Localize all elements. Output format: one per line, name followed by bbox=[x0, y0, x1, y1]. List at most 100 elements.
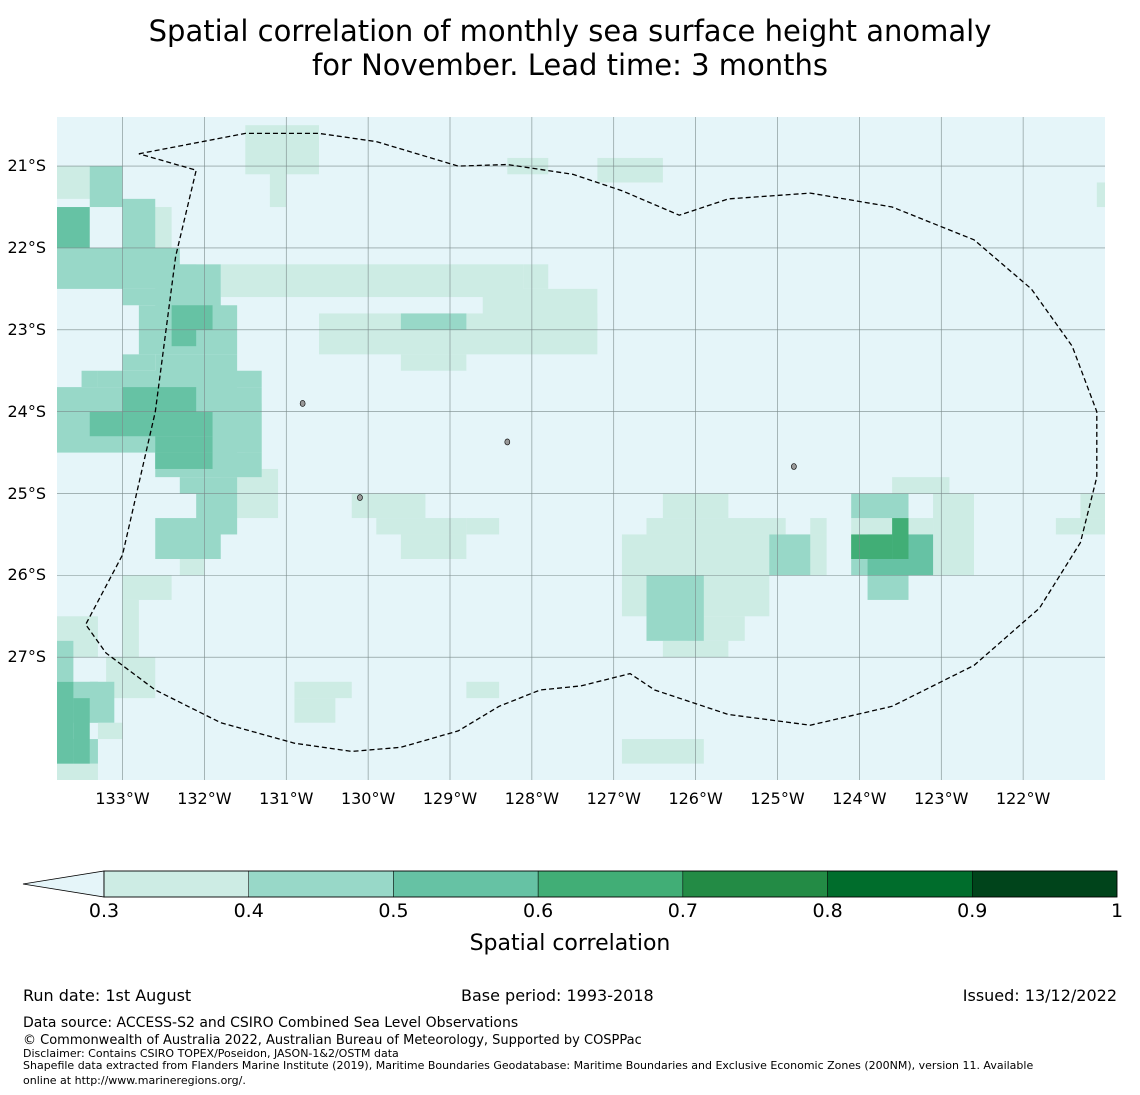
base-period: Base period: 1993-2018 bbox=[461, 986, 654, 1005]
correlation-cell bbox=[769, 534, 811, 576]
shapefile-credit-2: online at http://www.marineregions.org/. bbox=[23, 1074, 246, 1087]
longitude-label: 128°W bbox=[504, 789, 560, 808]
longitude-label: 130°W bbox=[340, 789, 396, 808]
correlation-cell bbox=[523, 264, 549, 289]
run-date: Run date: 1st August bbox=[23, 986, 192, 1005]
colorbar-tick-label: 0.9 bbox=[957, 900, 988, 922]
correlation-cell bbox=[400, 313, 467, 330]
correlation-cell bbox=[400, 354, 467, 371]
correlation-cell bbox=[1080, 493, 1105, 519]
colorbar bbox=[22, 870, 1118, 898]
latitude-label: 26°S bbox=[7, 565, 46, 585]
correlation-cell bbox=[155, 452, 213, 469]
correlation-cell bbox=[57, 640, 74, 682]
correlation-cell bbox=[1096, 182, 1105, 208]
colorbar-tick-label: 1 bbox=[1110, 900, 1124, 922]
correlation-cell bbox=[294, 681, 352, 699]
correlation-cell bbox=[892, 518, 909, 559]
correlation-cell bbox=[400, 534, 467, 559]
latitude-label: 27°S bbox=[7, 647, 46, 667]
correlation-cell bbox=[122, 387, 197, 412]
colorbar-segment bbox=[682, 870, 828, 898]
colorbar-segment bbox=[972, 870, 1118, 898]
longitude-label: 127°W bbox=[586, 789, 641, 808]
correlation-cell bbox=[179, 559, 205, 576]
correlation-cell bbox=[269, 166, 287, 208]
colorbar-segment bbox=[827, 870, 973, 898]
issued-date: Issued: 13/12/2022 bbox=[962, 986, 1117, 1005]
correlation-cell bbox=[179, 477, 238, 494]
correlation-cell bbox=[220, 264, 524, 298]
correlation-cell bbox=[294, 698, 336, 723]
colorbar-frame bbox=[103, 870, 1118, 898]
longitude-label: 131°W bbox=[259, 789, 314, 808]
longitude-label: 125°W bbox=[750, 789, 805, 808]
correlation-cell bbox=[57, 207, 90, 248]
correlation-cell bbox=[73, 698, 90, 764]
latitude-label: 23°S bbox=[7, 319, 46, 339]
correlation-cell bbox=[1055, 518, 1105, 535]
correlation-cell bbox=[122, 354, 156, 371]
correlation-cell bbox=[466, 518, 500, 535]
longitude-label: 123°W bbox=[914, 789, 969, 808]
island-marker bbox=[299, 400, 306, 407]
correlation-cell bbox=[122, 599, 139, 658]
correlation-cell bbox=[97, 370, 262, 388]
eez-boundary bbox=[84, 132, 1098, 753]
colorbar-tick-label: 0.7 bbox=[667, 900, 698, 922]
colorbar-segment bbox=[393, 870, 539, 898]
copyright: © Commonwealth of Australia 2022, Austra… bbox=[23, 1033, 642, 1048]
island-marker bbox=[357, 494, 363, 501]
correlation-cell bbox=[81, 370, 98, 388]
correlation-cell bbox=[810, 518, 827, 535]
correlation-cell bbox=[646, 575, 704, 641]
correlation-cell bbox=[351, 493, 426, 519]
correlation-cell bbox=[122, 575, 172, 600]
correlation-cell bbox=[89, 681, 115, 723]
latitude-label: 21°S bbox=[7, 156, 46, 176]
longitude-label: 124°W bbox=[832, 789, 887, 808]
shapefile-credit-1: Shapefile data extracted from Flanders M… bbox=[23, 1059, 1034, 1072]
longitude-label: 133°W bbox=[95, 789, 150, 808]
colorbar-tick-label: 0.3 bbox=[88, 900, 120, 922]
disclaimer: Disclaimer: Contains CSIRO TOPEX/Poseido… bbox=[23, 1047, 399, 1060]
longitude-label: 122°W bbox=[995, 789, 1051, 808]
correlation-cell bbox=[171, 305, 213, 330]
colorbar-tick-label: 0.5 bbox=[378, 900, 409, 922]
correlation-cell bbox=[851, 493, 909, 519]
correlation-cell bbox=[933, 493, 974, 576]
correlation-cell bbox=[646, 518, 786, 535]
colorbar-segment bbox=[537, 870, 684, 898]
colorbar-segment bbox=[103, 870, 249, 898]
title-line-2: for November. Lead time: 3 months bbox=[311, 48, 829, 82]
correlation-cell bbox=[621, 739, 704, 764]
correlation-cell bbox=[892, 477, 950, 494]
colorbar-tick-label: 0.8 bbox=[812, 900, 843, 922]
longitude-label: 126°W bbox=[668, 789, 723, 808]
correlation-cell bbox=[57, 681, 74, 764]
correlation-cell bbox=[867, 575, 909, 600]
title-line-1: Spatial correlation of monthly sea surfa… bbox=[148, 14, 992, 48]
longitude-label: 132°W bbox=[177, 789, 232, 808]
data-source: Data source: ACCESS-S2 and CSIRO Combine… bbox=[23, 1015, 519, 1031]
correlation-cell bbox=[155, 518, 221, 559]
latitude-label: 22°S bbox=[7, 237, 46, 257]
longitude-label: 129°W bbox=[422, 789, 478, 808]
correlation-cell bbox=[97, 722, 123, 740]
colorbar-segment bbox=[248, 870, 394, 898]
correlation-cell bbox=[89, 166, 123, 208]
correlation-cell bbox=[171, 329, 197, 347]
colorbar-tick-label: 0.6 bbox=[523, 900, 554, 922]
latitude-label: 24°S bbox=[7, 401, 46, 421]
correlation-cell bbox=[466, 681, 500, 699]
map-title: Spatial correlation of monthly sea surfa… bbox=[0, 14, 1140, 82]
correlation-cell bbox=[851, 534, 893, 559]
island-marker bbox=[791, 463, 797, 470]
colorbar-label: Spatial correlation bbox=[469, 931, 671, 956]
correlation-cell bbox=[155, 436, 213, 453]
colorbar-tick-label: 0.4 bbox=[233, 900, 264, 922]
correlation-cell bbox=[376, 518, 467, 535]
correlation-cell bbox=[57, 763, 98, 780]
correlation-cell bbox=[597, 157, 663, 183]
